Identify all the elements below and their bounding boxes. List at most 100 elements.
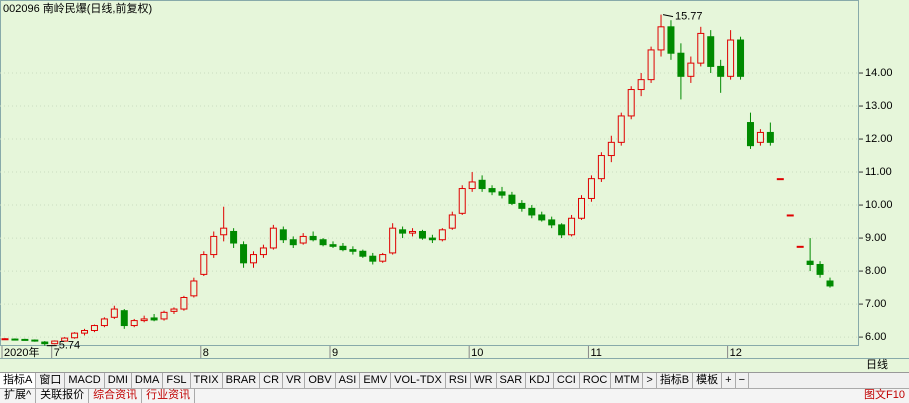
candle-body: [279, 229, 287, 241]
f10-button[interactable]: 图文F10: [864, 389, 905, 401]
candle-body: [607, 141, 615, 157]
candle-body: [587, 178, 595, 199]
candle-body: [21, 338, 29, 341]
indicator-tab[interactable]: BRAR: [223, 373, 261, 389]
candle-body: [339, 245, 347, 251]
y-tick-label: 6.00: [865, 331, 886, 343]
candle-body: [657, 26, 665, 51]
candle-body: [776, 178, 784, 181]
candle-body: [737, 39, 745, 77]
candle-body: [687, 62, 695, 77]
candle-body: [796, 245, 804, 248]
candle-body: [647, 49, 655, 81]
x-tick-label: 11: [590, 347, 601, 359]
candle-body: [558, 224, 566, 236]
bottom-tab[interactable]: 行业资讯: [142, 389, 196, 403]
candle-body: [468, 181, 476, 190]
candle-body: [399, 229, 407, 234]
indicator-tab[interactable]: FSL: [163, 373, 191, 389]
indicator-tab[interactable]: CCI: [554, 373, 580, 389]
indicator-tab[interactable]: EMV: [360, 373, 392, 389]
indicator-tab[interactable]: VOL-TDX: [391, 373, 446, 389]
indicator-tab[interactable]: ROC: [580, 373, 612, 389]
annotation-label: 15.77: [675, 11, 703, 23]
indicator-tab[interactable]: +: [722, 373, 736, 389]
candle-body: [90, 325, 98, 331]
bottom-tab[interactable]: 扩展^: [0, 389, 37, 403]
y-tick-label: 12.00: [865, 133, 893, 145]
indicator-tab[interactable]: >: [643, 373, 657, 389]
bottom-tab[interactable]: 关联报价: [36, 389, 90, 403]
x-tick-label: 7: [54, 347, 60, 359]
candle-body: [498, 191, 506, 196]
candle-body: [448, 214, 456, 229]
bottom-tabs: 扩展^ 关联报价 综合资讯 行业资讯: [0, 388, 909, 403]
indicator-tab[interactable]: SAR: [497, 373, 527, 389]
indicator-tab[interactable]: OBV: [305, 373, 336, 389]
candle-body: [597, 155, 605, 180]
candle-body: [140, 318, 148, 322]
indicator-tab[interactable]: CR: [260, 373, 284, 389]
candle-body: [816, 263, 824, 275]
candle-body: [786, 214, 794, 217]
indicator-tab[interactable]: 窗口: [36, 373, 66, 389]
indicator-tab[interactable]: MACD: [65, 373, 105, 389]
indicator-tab[interactable]: RSI: [446, 373, 472, 389]
candle-body: [299, 235, 307, 244]
indicator-tab[interactable]: VR: [283, 373, 306, 389]
candle-body: [11, 338, 19, 341]
candle-body: [538, 214, 546, 221]
candle-body: [1, 338, 9, 341]
candle-body: [359, 250, 367, 257]
indicator-tab[interactable]: DMI: [105, 373, 132, 389]
candle-body: [130, 320, 138, 327]
indicator-tab[interactable]: WR: [471, 373, 497, 389]
indicator-tab[interactable]: MTM: [611, 373, 644, 389]
y-tick-label: 10.00: [865, 199, 893, 211]
candle-body: [120, 310, 128, 327]
candle-body: [458, 188, 466, 214]
candle-body: [637, 79, 645, 91]
candle-body: [756, 131, 764, 143]
x-tick-label: 2020年: [4, 345, 39, 359]
chart: 002096 南岭民爆(日线,前复权) 6.00 7.00 8.00 9.00 10.0…: [0, 0, 909, 372]
candle-body: [349, 249, 357, 252]
y-tick-label: 8.00: [865, 265, 886, 277]
y-tick-label: 7.00: [865, 298, 886, 310]
candle-body: [309, 235, 317, 241]
candle-body: [31, 339, 39, 342]
candle-body: [249, 254, 257, 264]
candle-body: [528, 207, 536, 216]
indicator-tab[interactable]: KDJ: [526, 373, 554, 389]
annotation-arrow: [662, 14, 674, 18]
candle-body: [389, 227, 397, 254]
y-tick-label: 14.00: [865, 67, 893, 79]
indicator-tab[interactable]: 模板: [693, 373, 723, 389]
indicator-tab[interactable]: TRIX: [191, 373, 223, 389]
candle-body: [627, 89, 635, 117]
indicator-tab[interactable]: −: [736, 373, 750, 389]
candle-body: [727, 39, 735, 77]
indicator-tab[interactable]: 指标B: [657, 373, 694, 389]
indicator-tab[interactable]: DMA: [132, 373, 164, 389]
period-label[interactable]: 日线: [866, 359, 888, 371]
candle-body: [319, 239, 327, 246]
candle-body: [717, 65, 725, 77]
bottom-tab[interactable]: 综合资讯: [89, 389, 143, 403]
background: [0, 0, 909, 372]
candle-body: [61, 337, 69, 342]
x-tick-label: 9: [332, 347, 338, 359]
candle-body: [369, 255, 377, 262]
candle-body: [269, 227, 277, 249]
candle-body: [329, 244, 337, 247]
candle-body: [766, 131, 774, 143]
candle-body: [210, 235, 218, 256]
candle-body: [478, 179, 486, 190]
candle-body: [409, 230, 417, 234]
candle-body: [548, 219, 556, 226]
candle-body: [617, 115, 625, 143]
candle-body: [190, 280, 198, 297]
candle-body: [170, 308, 178, 312]
indicator-tab[interactable]: ASI: [336, 373, 361, 389]
indicator-tab[interactable]: 指标A: [0, 373, 37, 389]
